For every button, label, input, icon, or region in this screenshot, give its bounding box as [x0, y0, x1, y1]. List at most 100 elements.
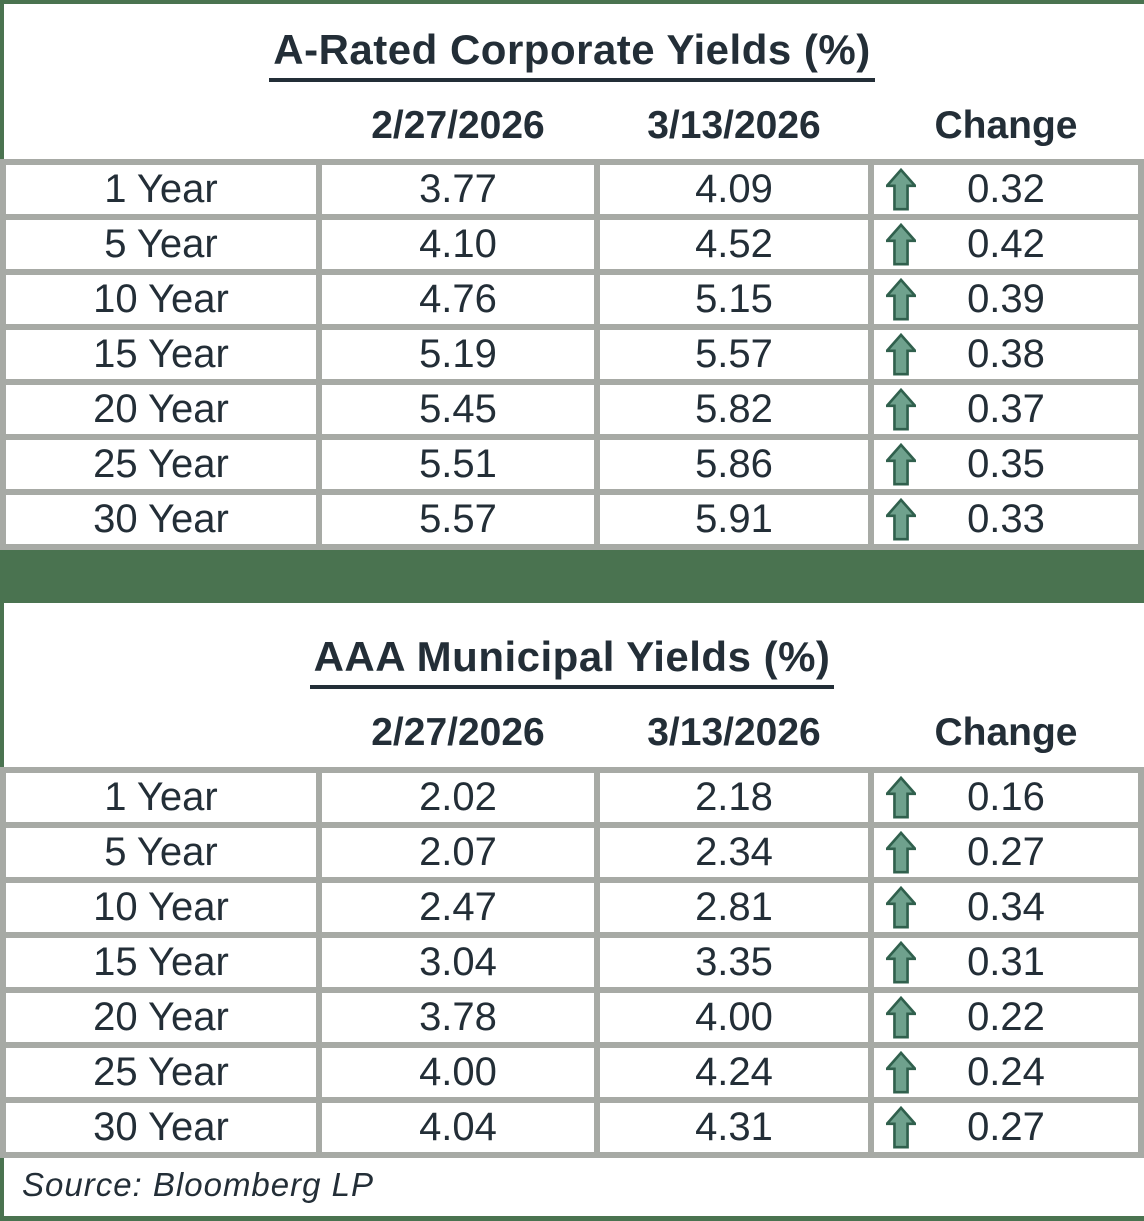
municipal-table-title: AAA Municipal Yields (%): [0, 633, 1144, 689]
change-cell: 0.27: [874, 1103, 1138, 1152]
change-value: 0.37: [967, 387, 1045, 431]
prev-yield: 3.04: [322, 938, 594, 987]
curr-yield: 3.35: [600, 938, 868, 987]
change-value: 0.38: [967, 332, 1045, 376]
corporate-table-title-text: A-Rated Corporate Yields (%): [269, 26, 875, 82]
prev-yield: 2.07: [322, 828, 594, 877]
change-value: 0.42: [967, 222, 1045, 266]
up-arrow-icon: [886, 223, 916, 266]
row-label: 25 Year: [6, 1048, 316, 1097]
curr-yield: 5.15: [600, 275, 868, 324]
prev-yield: 2.47: [322, 883, 594, 932]
corporate-yields-section-head: A-Rated Corporate Yields (%) 2/27/2026 3…: [0, 0, 1144, 159]
curr-yield: 4.09: [600, 165, 868, 214]
row-label: 30 Year: [6, 495, 316, 544]
corporate-header-change: Change: [934, 104, 1078, 147]
change-value: 0.24: [967, 1050, 1045, 1094]
prev-yield: 5.45: [322, 385, 594, 434]
change-value: 0.27: [967, 830, 1045, 874]
curr-yield: 5.82: [600, 385, 868, 434]
municipal-column-headers: 2/27/2026 3/13/2026 Change: [0, 711, 1144, 755]
row-label: 10 Year: [6, 883, 316, 932]
bottom-green-border: [0, 1216, 1144, 1221]
up-arrow-icon: [886, 886, 916, 929]
curr-yield: 2.34: [600, 828, 868, 877]
change-value: 0.27: [967, 1105, 1045, 1149]
change-cell: 0.31: [874, 938, 1138, 987]
change-value: 0.35: [967, 442, 1045, 486]
up-arrow-icon: [886, 498, 916, 541]
source-row: Source: Bloomberg LP: [0, 1158, 1144, 1212]
change-cell: 0.33: [874, 495, 1138, 544]
curr-yield: 4.52: [600, 220, 868, 269]
curr-yield: 5.57: [600, 330, 868, 379]
prev-yield: 5.57: [322, 495, 594, 544]
change-cell: 0.38: [874, 330, 1138, 379]
prev-yield: 2.02: [322, 773, 594, 822]
corporate-table-title: A-Rated Corporate Yields (%): [0, 26, 1144, 82]
change-value: 0.34: [967, 885, 1045, 929]
up-arrow-icon: [886, 776, 916, 819]
up-arrow-icon: [886, 941, 916, 984]
change-cell: 0.27: [874, 828, 1138, 877]
change-cell: 0.39: [874, 275, 1138, 324]
prev-yield: 4.76: [322, 275, 594, 324]
up-arrow-icon: [886, 831, 916, 874]
change-cell: 0.24: [874, 1048, 1138, 1097]
curr-yield: 2.18: [600, 773, 868, 822]
up-arrow-icon: [886, 996, 916, 1039]
change-cell: 0.34: [874, 883, 1138, 932]
left-green-border: [0, 0, 4, 1221]
municipal-table-title-text: AAA Municipal Yields (%): [309, 633, 835, 689]
change-cell: 0.22: [874, 993, 1138, 1042]
corporate-header-date-2: 3/13/2026: [647, 104, 821, 147]
row-label: 1 Year: [6, 165, 316, 214]
row-label: 5 Year: [6, 828, 316, 877]
municipal-label-column-spacer: [6, 711, 316, 755]
source-text: Source: Bloomberg LP: [22, 1166, 375, 1203]
corporate-yields-table: 1 Year 3.77 4.09 0.32 5 Year 4.10 4.52 0…: [0, 159, 1144, 550]
corporate-label-column-spacer: [6, 104, 316, 148]
up-arrow-icon: [886, 1051, 916, 1094]
change-value: 0.31: [967, 940, 1045, 984]
row-label: 10 Year: [6, 275, 316, 324]
change-cell: 0.16: [874, 773, 1138, 822]
change-cell: 0.35: [874, 440, 1138, 489]
municipal-header-date-2: 3/13/2026: [647, 711, 821, 754]
curr-yield: 2.81: [600, 883, 868, 932]
row-label: 15 Year: [6, 938, 316, 987]
municipal-header-change: Change: [934, 711, 1078, 754]
row-label: 15 Year: [6, 330, 316, 379]
corporate-header-date-1: 2/27/2026: [371, 104, 545, 147]
row-label: 5 Year: [6, 220, 316, 269]
municipal-yields-section-head: AAA Municipal Yields (%) 2/27/2026 3/13/…: [0, 603, 1144, 767]
municipal-header-date-1: 2/27/2026: [371, 711, 545, 754]
corporate-column-headers: 2/27/2026 3/13/2026 Change: [0, 104, 1144, 148]
change-cell: 0.37: [874, 385, 1138, 434]
municipal-yields-table: 1 Year 2.02 2.18 0.16 5 Year 2.07 2.34 0…: [0, 767, 1144, 1158]
top-green-border: [0, 0, 1144, 4]
row-label: 20 Year: [6, 993, 316, 1042]
change-value: 0.16: [967, 775, 1045, 819]
row-label: 20 Year: [6, 385, 316, 434]
change-value: 0.22: [967, 995, 1045, 1039]
curr-yield: 5.86: [600, 440, 868, 489]
up-arrow-icon: [886, 388, 916, 431]
change-value: 0.33: [967, 497, 1045, 541]
curr-yield: 5.91: [600, 495, 868, 544]
prev-yield: 5.51: [322, 440, 594, 489]
up-arrow-icon: [886, 1106, 916, 1149]
prev-yield: 3.78: [322, 993, 594, 1042]
up-arrow-icon: [886, 443, 916, 486]
prev-yield: 4.04: [322, 1103, 594, 1152]
prev-yield: 3.77: [322, 165, 594, 214]
prev-yield: 5.19: [322, 330, 594, 379]
row-label: 25 Year: [6, 440, 316, 489]
curr-yield: 4.24: [600, 1048, 868, 1097]
change-value: 0.39: [967, 277, 1045, 321]
up-arrow-icon: [886, 333, 916, 376]
change-cell: 0.32: [874, 165, 1138, 214]
prev-yield: 4.00: [322, 1048, 594, 1097]
row-label: 1 Year: [6, 773, 316, 822]
